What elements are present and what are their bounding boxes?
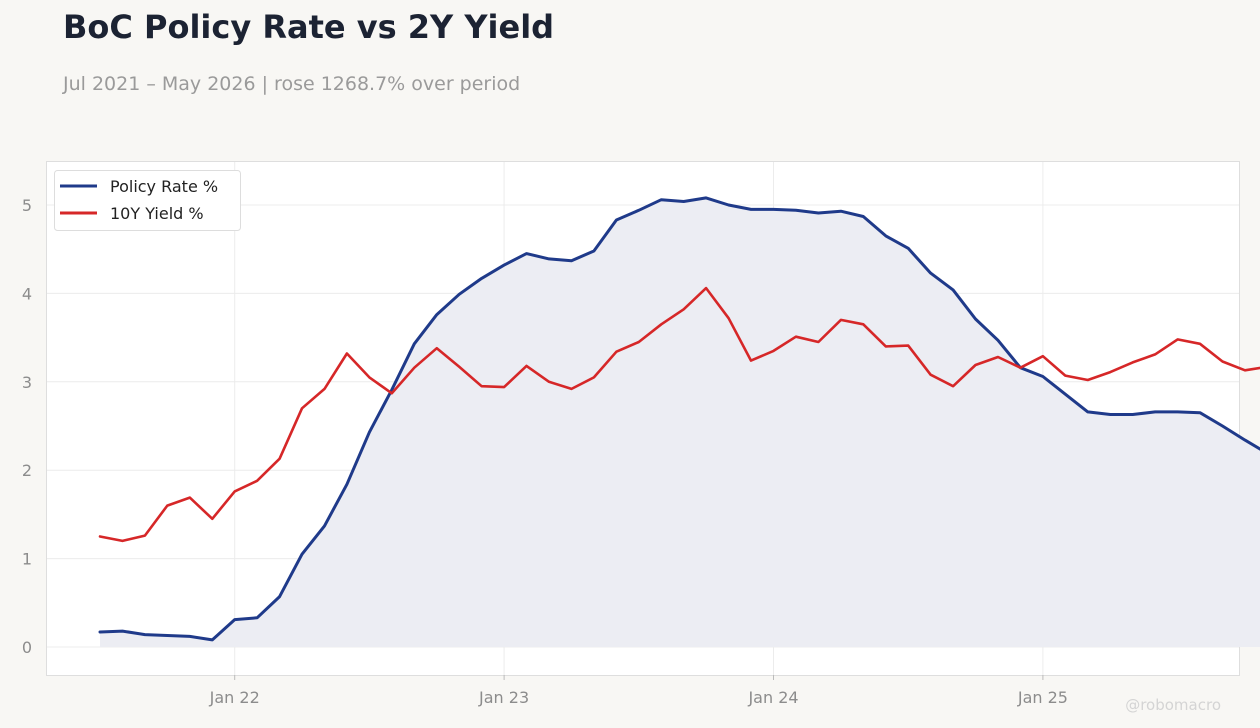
chart-title: BoC Policy Rate vs 2Y Yield xyxy=(63,8,555,46)
y-tick-label: 5 xyxy=(22,196,32,215)
x-tick-label: Jan 23 xyxy=(478,688,529,707)
legend-label-policy-rate: Policy Rate % xyxy=(110,177,218,196)
y-tick-label: 3 xyxy=(22,373,32,392)
y-tick-label: 2 xyxy=(22,461,32,480)
series-line-10y-yield xyxy=(98,286,1260,543)
series-line-policy-rate xyxy=(98,196,1260,642)
chart-subtitle: Jul 2021 – May 2026 | rose 1268.7% over … xyxy=(63,73,521,95)
x-tick-label: Jan 22 xyxy=(209,688,260,707)
legend-box xyxy=(54,170,241,231)
y-tick-label: 4 xyxy=(22,284,32,303)
series-lines xyxy=(98,196,1260,642)
x-tick-label: Jan 24 xyxy=(747,688,798,707)
area-fills xyxy=(100,197,1260,647)
x-tick-label: Jan 25 xyxy=(1017,688,1068,707)
y-tick-label: 1 xyxy=(22,550,32,569)
y-tick-label: 0 xyxy=(22,638,32,657)
y-axis-ticks: 0 1 2 3 4 5 xyxy=(22,196,32,657)
legend-label-10y-yield: 10Y Yield % xyxy=(110,204,204,223)
legend: Policy Rate % 10Y Yield % xyxy=(54,170,241,231)
series-area-policy-rate xyxy=(100,197,1260,647)
watermark: @robomacro xyxy=(1125,696,1221,714)
